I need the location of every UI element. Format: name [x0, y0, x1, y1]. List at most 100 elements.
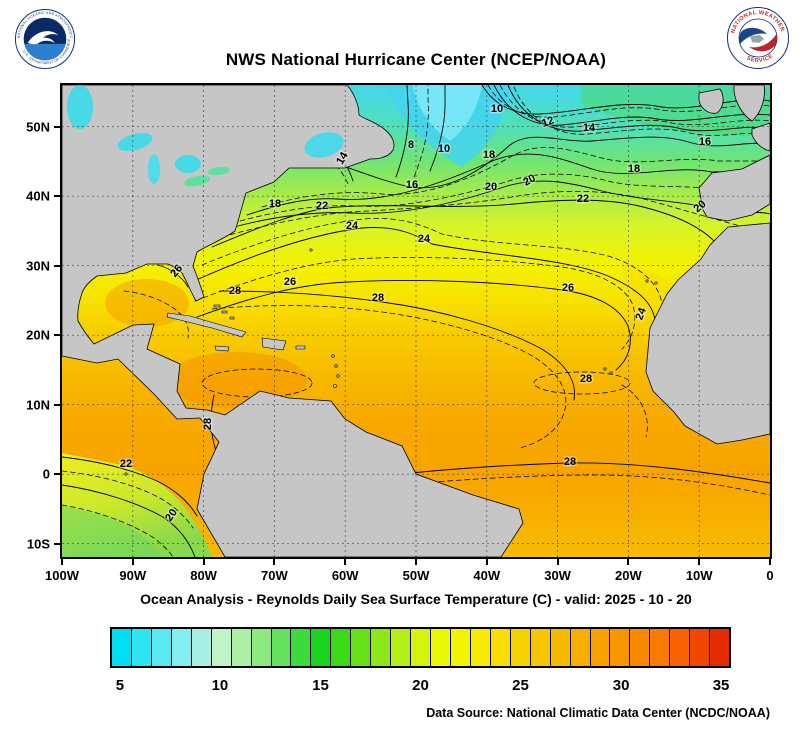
island-puerto-rico	[295, 345, 306, 350]
lat-axis-tick	[54, 403, 60, 406]
contour-label: 22	[120, 458, 132, 470]
colorbar-cell	[391, 629, 412, 666]
colorbar-cell	[191, 629, 212, 666]
lon-axis-tick	[769, 559, 771, 565]
land-france	[751, 122, 770, 152]
noaa-seagull-icon	[27, 31, 59, 45]
land-americas	[62, 85, 524, 557]
contour-label: 28	[580, 373, 592, 385]
contour-label: 8	[408, 139, 414, 151]
colorbar-cell	[251, 629, 272, 666]
lon-axis-label: 30W	[544, 568, 571, 583]
lat-axis-tick	[54, 473, 60, 476]
inland-waters	[67, 85, 344, 187]
lon-axis-label: 40W	[473, 568, 501, 583]
lat-axis-label: 10N	[26, 397, 50, 413]
island-cape-verde	[609, 371, 613, 375]
colorbar-tick-label: 20	[412, 677, 429, 694]
lat-axis-label: 10S	[26, 536, 50, 552]
colorbar-cell	[510, 629, 531, 666]
lon-axis-tick	[698, 559, 701, 565]
island-cuba	[166, 312, 247, 338]
lat-axis-label: 30N	[26, 258, 50, 274]
contour-label: 10	[491, 103, 503, 115]
noaa-logo: NATIONAL OCEANIC AND ATMOSPHERIC ADMINIS…	[14, 8, 76, 75]
island-bahamas	[229, 316, 235, 320]
lon-axis-tick	[556, 559, 559, 565]
colorbar-cell	[630, 629, 651, 666]
island-galapagos	[124, 472, 128, 476]
colorbar-tick-label: 25	[512, 677, 529, 694]
contour-label: 26	[562, 282, 574, 294]
lat-axis-tick	[54, 542, 60, 545]
land-masses	[62, 85, 770, 557]
nws-map-shape	[750, 35, 764, 43]
lon-axis-tick	[202, 559, 205, 565]
lon-axis-label: 70W	[261, 568, 288, 583]
colorbar-cell	[710, 629, 730, 666]
colorbar-cell	[311, 629, 332, 666]
colorbar-cell	[431, 629, 451, 666]
contour-label: 28	[564, 456, 576, 468]
lon-axis-label: 10W	[685, 568, 713, 583]
lon-axis-tick	[415, 559, 417, 565]
lon-axis-label: 100W	[45, 568, 79, 583]
colorbar-cell	[211, 629, 232, 666]
contour-label: 28	[372, 292, 384, 304]
lat-axis-label: 40N	[26, 188, 50, 204]
lat-axis-label: 50N	[26, 119, 50, 135]
grid-lines	[62, 85, 770, 557]
colorbar-cell	[351, 629, 372, 666]
contour-label: 16	[699, 136, 711, 148]
colorbar	[110, 627, 731, 668]
land-iberia	[698, 154, 770, 222]
contour-label: 18	[628, 163, 640, 175]
contour-label: 26	[284, 276, 296, 288]
contour-label: 20	[485, 181, 497, 193]
lon-axis-tick	[344, 559, 347, 565]
lat-axis-tick	[54, 264, 60, 267]
colorbar-cell	[331, 629, 352, 666]
page-title: NWS National Hurricane Center (NCEP/NOAA…	[225, 50, 607, 69]
colorbar-cell	[151, 629, 172, 666]
lon-axis-label: 20W	[615, 568, 642, 583]
island-canaries	[645, 279, 649, 283]
contour-label: 12	[540, 114, 556, 129]
land-africa	[645, 222, 770, 445]
data-source: Data Source: National Climatic Data Cent…	[426, 706, 770, 720]
colorbar-cell	[690, 629, 711, 666]
colorbar-cell	[590, 629, 611, 666]
colorbar-cell	[490, 629, 511, 666]
lat-axis-tick	[54, 334, 60, 337]
lon-axis-label: 60W	[331, 568, 359, 583]
lat-axis: 50N 40N 30N 20N 10N 0 10S	[0, 85, 60, 557]
lat-axis-label: 0	[42, 466, 50, 482]
lat-axis-tick	[54, 125, 60, 128]
contour-label: 22	[577, 193, 589, 205]
contour-label: 18	[269, 198, 281, 210]
island-jamaica	[214, 345, 230, 352]
map-caption: Ocean Analysis - Reynolds Daily Sea Surf…	[140, 591, 692, 607]
contour-label: 28	[202, 418, 214, 430]
island-antilles	[331, 354, 335, 358]
island-hispaniola	[261, 337, 287, 351]
lon-axis-label: 50W	[402, 568, 430, 583]
colorbar-cell	[171, 629, 192, 666]
colorbar-wrap: 5 10 15 20 25 30 35	[110, 627, 731, 699]
noaa-waves	[23, 43, 67, 61]
lat-axis-label: 20N	[26, 327, 50, 343]
colorbar-cell	[670, 629, 691, 666]
lon-axis-label: 0	[766, 568, 774, 583]
colorbar-cell	[550, 629, 571, 666]
colorbar-cell	[570, 629, 591, 666]
island-canaries	[654, 281, 658, 285]
contour-label: 16	[406, 179, 418, 191]
contour-label: 22	[316, 200, 328, 212]
contour-label: 18	[483, 149, 495, 161]
colorbar-tick-label: 15	[312, 677, 329, 694]
colorbar-tick-label: 10	[211, 677, 229, 694]
islands	[124, 248, 658, 476]
colorbar-cell	[610, 629, 631, 666]
